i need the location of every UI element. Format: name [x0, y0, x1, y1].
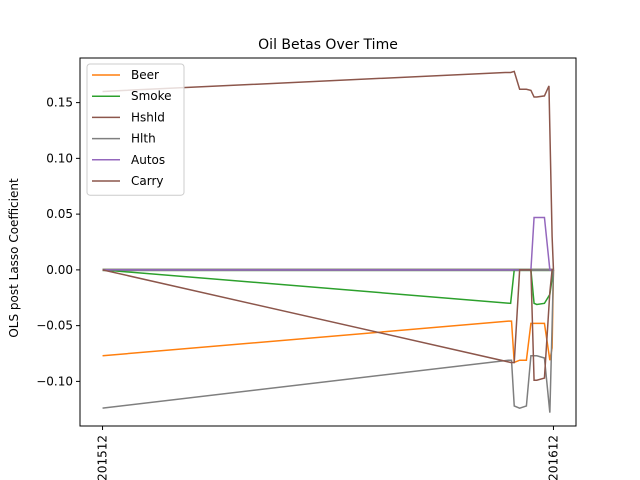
y-tick-label: −0.10: [36, 374, 73, 388]
y-axis-label: OLS post Lasso Coefficient: [7, 178, 21, 338]
series-line-autos: [102, 216, 554, 271]
legend-label-hlth: Hlth: [131, 132, 156, 146]
series-line-hlth: [102, 269, 555, 413]
y-tick-label: 0.10: [46, 151, 73, 165]
plot-frame: [79, 57, 577, 427]
series-line-carry: [102, 269, 554, 382]
legend-label-autos: Autos: [131, 153, 165, 167]
y-tick-label: 0.05: [46, 207, 73, 221]
legend: Beer Smoke Hshld Hlth Autos Carry: [86, 63, 185, 196]
ticks-layer: 0.15 0.10 0.05 0.00 −0.05 −0.10 201512 201612: [36, 96, 560, 480]
legend-label-beer: Beer: [131, 68, 159, 82]
series-line-beer: [102, 269, 555, 364]
series-line-hshld: [102, 70, 555, 270]
x-tick-label: 201612: [546, 435, 560, 480]
legend-label-carry: Carry: [131, 174, 164, 188]
y-tick-label: 0.00: [46, 263, 73, 277]
chart-title: Oil Betas Over Time: [258, 37, 398, 53]
series-line-smoke: [102, 269, 555, 306]
series-layer: [102, 70, 555, 413]
y-tick-label: 0.15: [46, 96, 73, 110]
y-tick-label: −0.05: [36, 319, 73, 333]
legend-label-hshld: Hshld: [131, 110, 165, 124]
legend-label-smoke: Smoke: [131, 89, 172, 103]
x-tick-label: 201512: [96, 435, 110, 480]
